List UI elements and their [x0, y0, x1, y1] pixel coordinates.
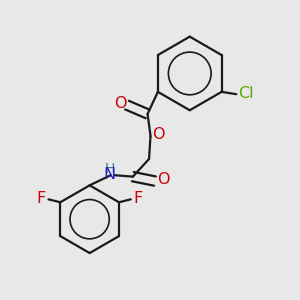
Text: H: H — [105, 162, 115, 176]
Text: O: O — [157, 172, 169, 187]
Text: F: F — [133, 191, 142, 206]
Text: N: N — [104, 167, 116, 182]
Text: O: O — [114, 96, 127, 111]
Text: Cl: Cl — [238, 86, 254, 101]
Text: F: F — [37, 191, 46, 206]
Text: O: O — [152, 127, 165, 142]
